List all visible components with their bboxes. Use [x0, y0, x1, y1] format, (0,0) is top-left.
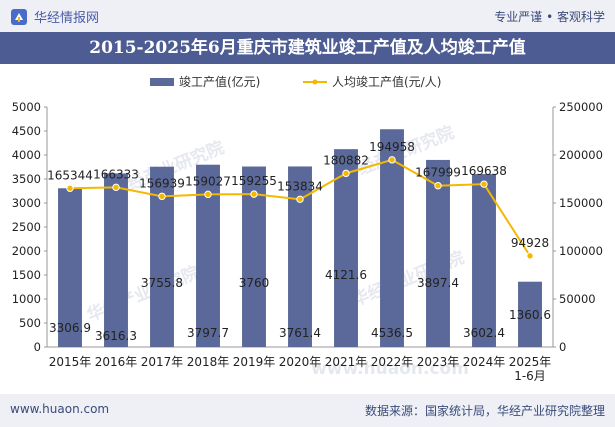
bar-value-label: 4536.5 [371, 326, 413, 340]
y-right-tick-label: 250000 [559, 100, 603, 114]
bar [380, 129, 404, 347]
legend-bar-label: 竣工产值(亿元) [179, 74, 260, 89]
watermark: 华经产业研究院 [84, 262, 202, 326]
x-tick-label: 2022年 [371, 355, 414, 369]
y-right-tick-label: 150000 [559, 196, 603, 210]
bar [196, 164, 220, 347]
chart: 华经产业研究院华经产业研究院华经产业研究院华经产业研究院www.huaon.co… [12, 74, 603, 383]
y-left-tick-label: 4000 [12, 148, 41, 162]
brand[interactable]: 华经情报网 [10, 7, 99, 26]
footer-source: 数据来源：国家统计局，华经产业研究院整理 [364, 404, 605, 418]
x-tick-label: 2015年 [49, 355, 92, 369]
line-value-label: 169638 [461, 164, 507, 178]
legend-bar-swatch [150, 78, 174, 86]
bar-value-label: 3760 [239, 276, 270, 290]
x-tick-label: 2025年 [509, 355, 552, 369]
x-tick-label: 2023年 [417, 355, 460, 369]
watermark: www.huaon.com [311, 359, 469, 379]
line-point [526, 252, 534, 260]
line-point [66, 184, 74, 192]
y-left-tick-label: 5000 [12, 100, 41, 114]
line-point [112, 183, 120, 192]
bar-value-label: 4121.6 [325, 268, 367, 282]
x-tick-label: 2016年 [95, 355, 138, 369]
footer-url[interactable]: www.huaon.com [10, 402, 110, 416]
line-value-label: 194958 [369, 140, 415, 154]
line-value-label: 166333 [93, 167, 139, 181]
y-left-tick-label: 4500 [12, 124, 41, 138]
y-left-tick-label: 2000 [12, 244, 41, 258]
x-tick-label: 1-6月 [514, 369, 546, 383]
y-left-tick-label: 1500 [12, 268, 41, 282]
x-tick-label: 2021年 [325, 355, 368, 369]
bar-value-label: 3797.7 [187, 326, 229, 340]
bar-value-label: 3761.4 [279, 326, 321, 340]
bar [288, 166, 312, 347]
brand-logo-icon [11, 8, 27, 25]
legend-line-label: 人均竣工产值(元/人) [332, 74, 441, 89]
y-left-tick-label: 3500 [12, 172, 41, 186]
y-right-tick-label: 200000 [559, 148, 603, 162]
footer-bar: www.huaon.com 数据来源：国家统计局，华经产业研究院整理 [0, 394, 615, 427]
x-tick-label: 2018年 [187, 355, 230, 369]
tagline: 专业严谨 • 客观科学 [494, 10, 605, 24]
x-tick-label: 2019年 [233, 355, 276, 369]
bar [334, 149, 358, 347]
line-value-label: 180882 [323, 153, 369, 167]
y-left-tick-label: 3000 [12, 196, 41, 210]
bar [472, 174, 496, 347]
y-left-tick-label: 1000 [12, 292, 41, 306]
line-value-label: 153834 [277, 179, 323, 193]
y-left-tick-label: 500 [19, 316, 41, 330]
y-right-tick-label: 50000 [559, 292, 596, 306]
bar-value-label: 3897.4 [417, 276, 459, 290]
line-point [250, 190, 258, 198]
brand-name: 华经情报网 [34, 11, 100, 26]
line-value-label: 156939 [139, 176, 185, 190]
line-value-label: 165344 [47, 168, 93, 182]
line-point [158, 192, 166, 201]
line-point [204, 190, 212, 199]
bar [518, 281, 542, 347]
top-bar: 华经情报网 专业严谨 • 客观科学 [0, 0, 615, 32]
bar [426, 159, 450, 347]
legend-line-marker [312, 79, 318, 85]
bar-value-label: 1360.6 [509, 308, 551, 322]
line-value-label: 159255 [231, 174, 277, 188]
y-right-tick-label: 100000 [559, 244, 603, 258]
line-value-label: 94928 [511, 236, 549, 250]
x-tick-label: 2017年 [141, 355, 184, 369]
bar-value-label: 3755.8 [141, 276, 183, 290]
y-left-tick-label: 0 [34, 340, 41, 354]
chart-title: 2015-2025年6月重庆市建筑业竣工产值及人均竣工产值 [0, 32, 615, 64]
bar [242, 166, 266, 347]
bar [104, 173, 128, 347]
y-right-tick-label: 0 [559, 340, 566, 354]
line-point [434, 182, 442, 190]
line-point [342, 169, 350, 178]
line-point [388, 156, 396, 164]
y-left-tick-label: 2500 [12, 220, 41, 234]
line-point [296, 195, 304, 204]
line-point [480, 180, 488, 188]
bar [150, 166, 174, 347]
x-tick-label: 2024年 [463, 355, 506, 369]
bar-value-label: 3306.9 [49, 321, 91, 335]
bar-value-label: 3616.3 [95, 329, 137, 343]
line-value-label: 167999 [415, 166, 461, 180]
x-tick-label: 2020年 [279, 355, 322, 369]
line-value-label: 159027 [185, 174, 231, 188]
bar-value-label: 3602.4 [463, 326, 505, 340]
bar [58, 188, 82, 347]
